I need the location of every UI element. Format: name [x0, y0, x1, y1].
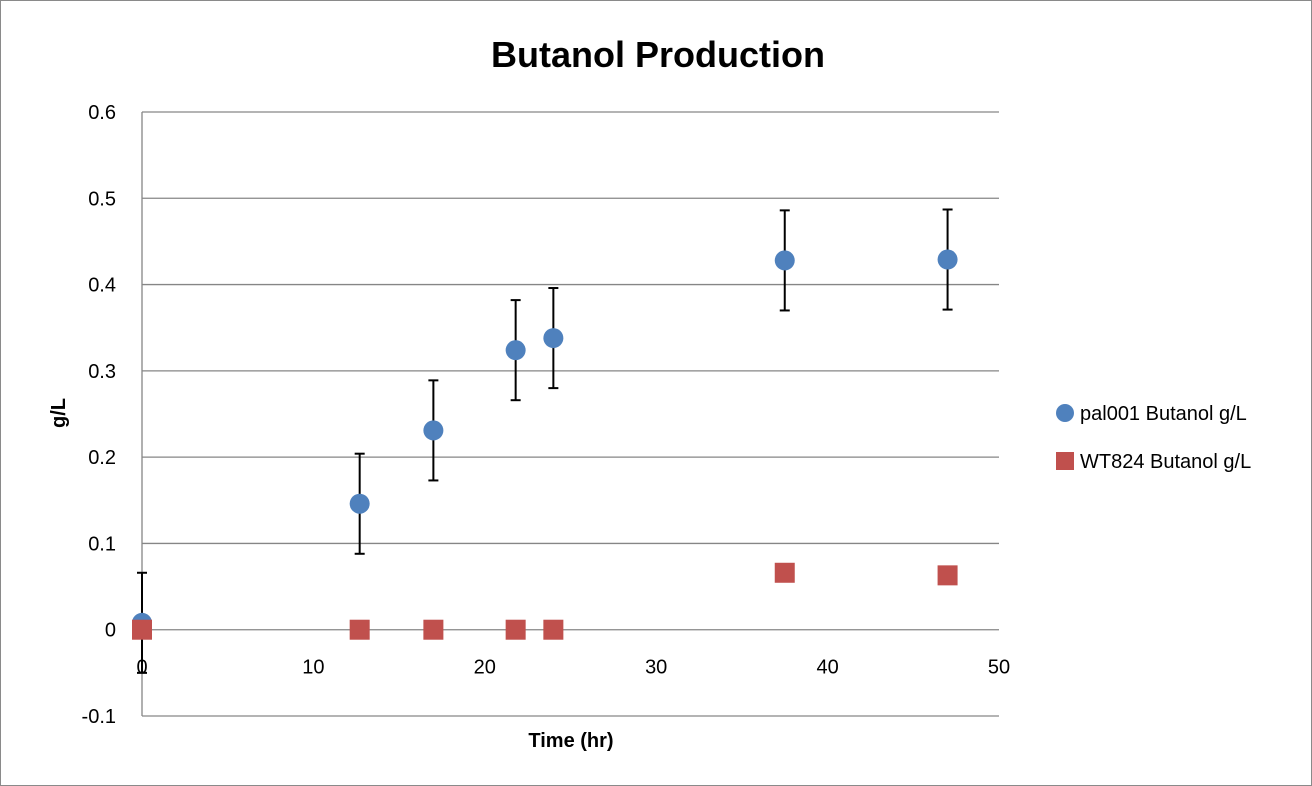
- legend: pal001 Butanol g/L WT824 Butanol g/L: [1056, 403, 1251, 473]
- data-points: [132, 249, 958, 640]
- data-point: [774, 250, 795, 271]
- data-point: [774, 562, 795, 583]
- y-tick-label: 0.5: [88, 188, 116, 210]
- legend-label: pal001 Butanol g/L: [1080, 403, 1247, 425]
- axes: [141, 112, 999, 716]
- y-axis-label: g/L: [48, 398, 70, 428]
- y-tick-label: 0.3: [88, 361, 116, 383]
- data-point: [349, 619, 370, 640]
- gridlines: [142, 111, 999, 717]
- legend-item: WT824 Butanol g/L: [1056, 451, 1251, 473]
- data-point: [423, 420, 444, 441]
- legend-marker: [1056, 404, 1074, 422]
- data-point: [423, 619, 444, 640]
- y-tick-label: -0.1: [82, 706, 116, 728]
- data-point: [543, 328, 564, 349]
- y-tick-label: 0.1: [88, 533, 116, 555]
- x-tick-label: 50: [988, 657, 1010, 679]
- x-axis-label: Time (hr): [528, 730, 613, 752]
- data-point: [937, 565, 958, 586]
- y-tick-label: 0.6: [88, 102, 116, 124]
- y-tick-label: 0: [105, 620, 116, 642]
- y-tick-label: 0.4: [88, 275, 116, 297]
- data-point: [349, 493, 370, 514]
- legend-label: WT824 Butanol g/L: [1080, 451, 1251, 473]
- data-point: [543, 619, 564, 640]
- data-point: [132, 619, 152, 640]
- tick-labels: -0.100.10.20.30.40.50.601020304050: [82, 102, 1011, 728]
- y-tick-label: 0.2: [88, 447, 116, 469]
- x-tick-label: 30: [645, 657, 667, 679]
- error-bars: [137, 208, 953, 674]
- legend-item: pal001 Butanol g/L: [1056, 403, 1247, 425]
- chart-title: Butanol Production: [491, 34, 825, 75]
- data-point: [937, 249, 958, 270]
- data-point: [505, 619, 526, 640]
- x-tick-label: 40: [816, 657, 838, 679]
- legend-marker: [1056, 452, 1074, 470]
- data-point: [505, 340, 526, 361]
- x-tick-label: 10: [302, 657, 324, 679]
- x-tick-label: 20: [474, 657, 496, 679]
